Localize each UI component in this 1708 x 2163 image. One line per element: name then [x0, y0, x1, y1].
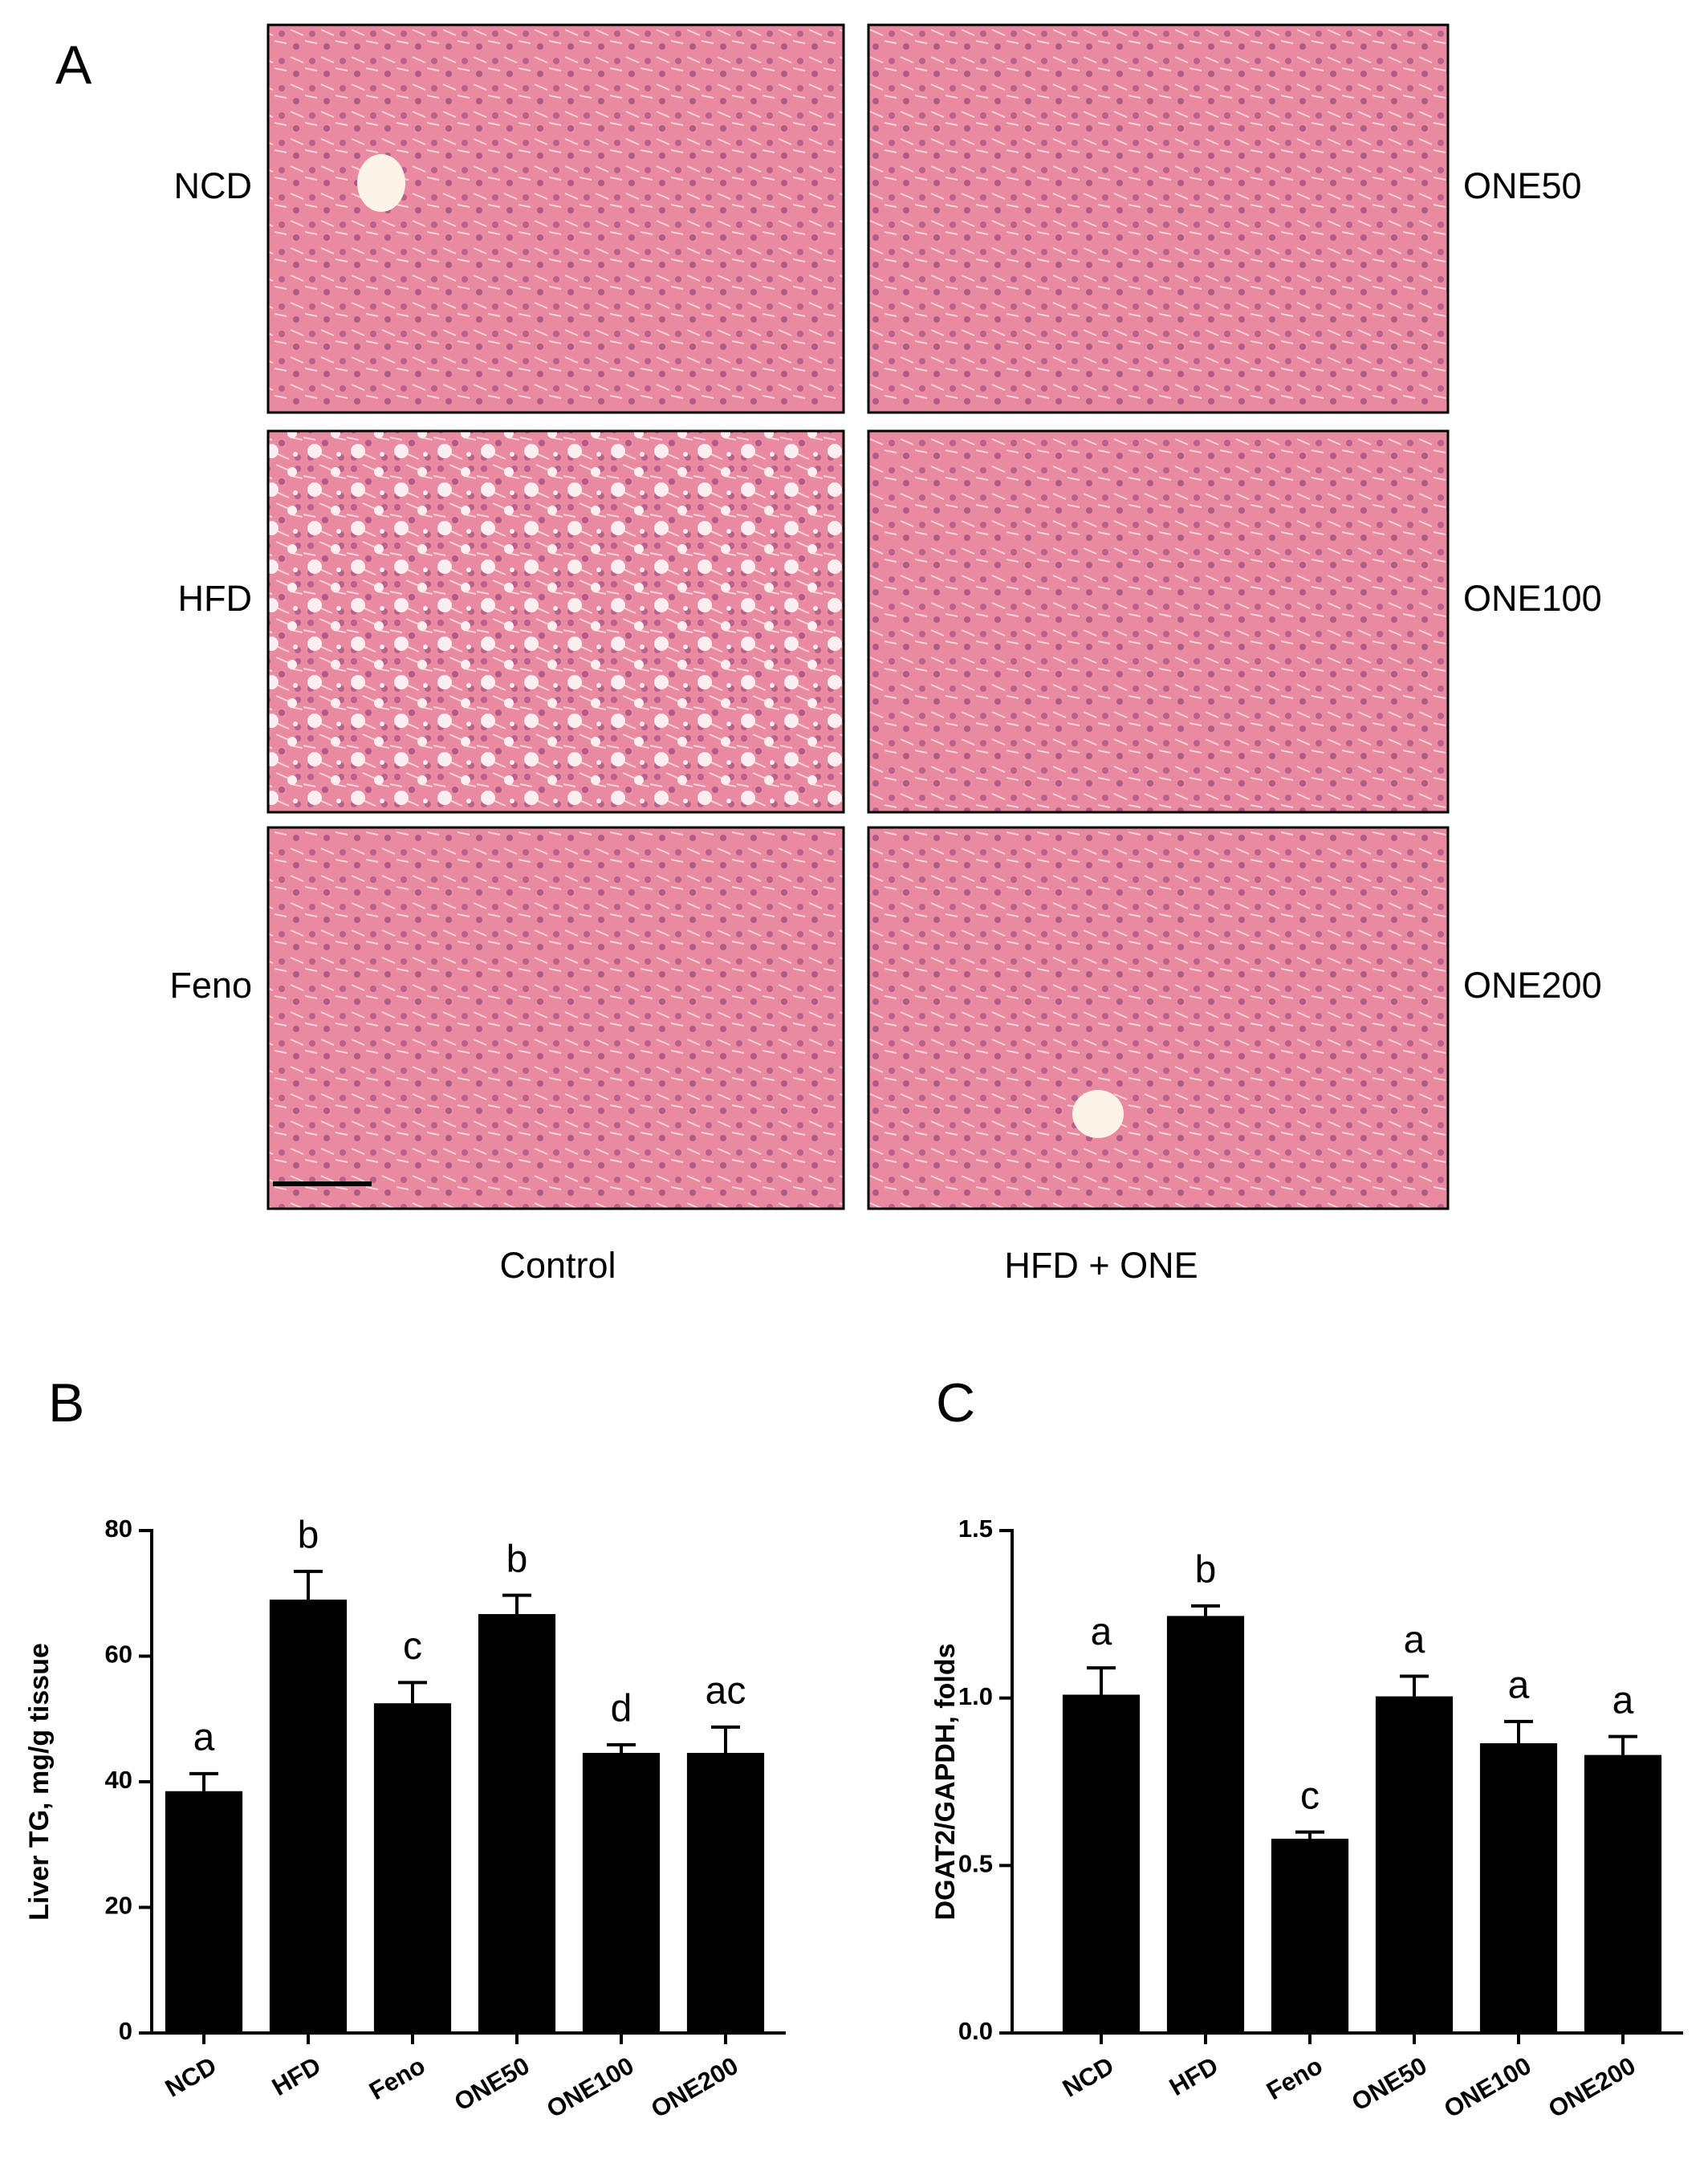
column-label: Control	[499, 1245, 616, 1286]
y-axis-label: DGAT2/GAPDH, folds	[930, 1643, 961, 1920]
y-tick-label: 0.0	[958, 2017, 993, 2045]
column-label: HFD + ONE	[1004, 1245, 1198, 1286]
bar	[1479, 1743, 1558, 2033]
histology-image	[266, 826, 845, 1210]
vessel	[1072, 1090, 1124, 1138]
x-tick-label: ONE200	[646, 2051, 742, 2124]
histology-image	[867, 429, 1450, 814]
y-tick-label: 60	[105, 1641, 132, 1669]
row-label: ONE50	[1463, 165, 1582, 206]
bar	[582, 1753, 661, 2033]
y-tick-label: 0	[119, 2017, 132, 2045]
y-tick-label: 1.5	[958, 1515, 993, 1543]
y-tick-label: 0.5	[958, 1850, 993, 1878]
significance-letter: a	[1404, 1619, 1425, 1661]
y-tick-label: 40	[105, 1766, 132, 1794]
x-tick-label: ONE50	[1347, 2051, 1432, 2116]
significance-letter: b	[506, 1538, 528, 1580]
x-tick-label: Feno	[364, 2051, 430, 2105]
x-tick-label: ONE50	[449, 2051, 535, 2116]
row-label: ONE100	[1463, 578, 1602, 619]
significance-letter: a	[1091, 1611, 1112, 1653]
significance-letter: c	[403, 1625, 422, 1668]
histology-image	[266, 23, 845, 414]
y-tick-label: 80	[105, 1515, 132, 1543]
x-tick-label: HFD	[267, 2051, 326, 2101]
row-label: NCD	[174, 165, 253, 206]
y-tick-label: 20	[105, 1892, 132, 1920]
x-tick-label: NCD	[1058, 2051, 1119, 2103]
bar	[1584, 1754, 1662, 2033]
bar	[1166, 1616, 1245, 2033]
histology-image	[867, 23, 1450, 414]
significance-letter: d	[611, 1688, 632, 1730]
bar	[1271, 1838, 1349, 2033]
significance-letter: b	[1195, 1549, 1217, 1592]
x-tick-label: ONE100	[542, 2051, 638, 2124]
y-tick-label: 1.0	[958, 1682, 993, 1710]
bar	[269, 1600, 348, 2033]
vessel	[357, 154, 405, 212]
x-tick-label: NCD	[161, 2051, 222, 2103]
x-tick-label: HFD	[1165, 2051, 1223, 2101]
row-label: HFD	[178, 578, 252, 619]
bar	[686, 1753, 765, 2033]
histology-images	[266, 23, 1450, 1210]
y-axis-label: Liver TG, mg/g tissue	[24, 1643, 55, 1921]
panel-label: C	[936, 1372, 975, 1433]
row-label: ONE200	[1463, 965, 1602, 1006]
significance-letter: b	[298, 1515, 319, 1557]
histology-image	[266, 429, 845, 814]
row-label: Feno	[169, 965, 252, 1006]
x-tick-label: ONE200	[1543, 2051, 1640, 2124]
bar	[1375, 1696, 1454, 2033]
panel-label: A	[55, 35, 92, 96]
bar	[373, 1703, 452, 2033]
x-tick-label: Feno	[1262, 2051, 1328, 2105]
significance-letter: a	[1612, 1679, 1634, 1722]
significance-letter: a	[193, 1716, 215, 1758]
x-tick-label: ONE100	[1439, 2051, 1535, 2124]
bar	[1062, 1694, 1141, 2033]
significance-letter: a	[1508, 1665, 1530, 1707]
significance-letter: ac	[706, 1670, 746, 1713]
panel-label: B	[48, 1372, 84, 1433]
bar	[478, 1614, 556, 2033]
significance-letter: c	[1300, 1775, 1320, 1817]
histology-image	[867, 826, 1450, 1210]
bar	[165, 1791, 243, 2033]
